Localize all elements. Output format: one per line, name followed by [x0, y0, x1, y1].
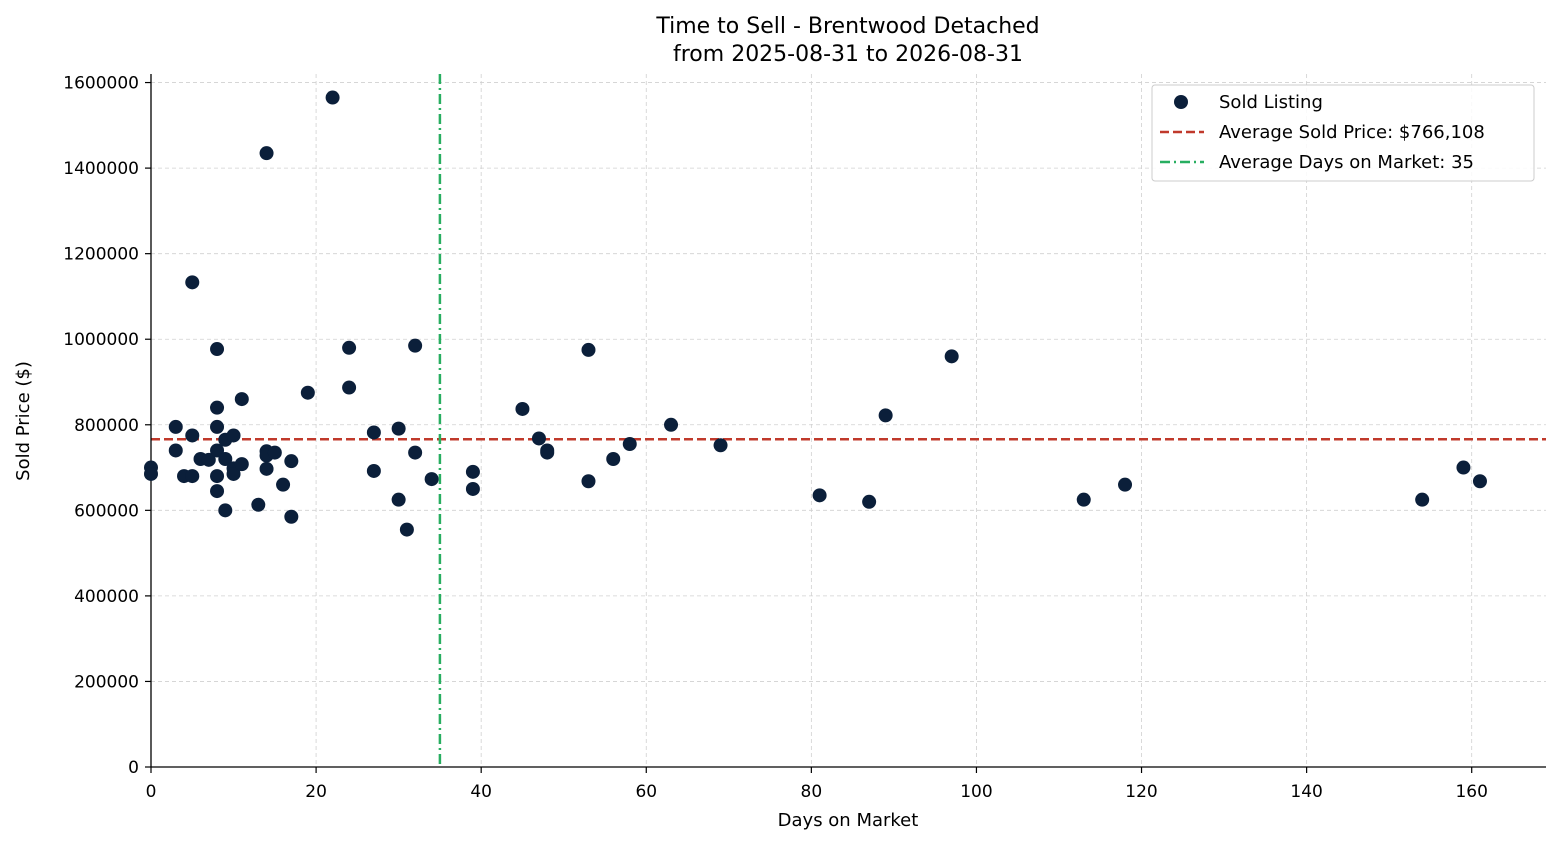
x-axis-label: Days on Market: [778, 810, 919, 831]
data-point: [226, 466, 241, 481]
legend-label-average-price: Average Sold Price: $766,108: [1219, 122, 1485, 143]
legend-label-sold-listing: Sold Listing: [1219, 92, 1323, 113]
data-point: [399, 522, 414, 537]
data-point: [168, 419, 183, 434]
data-point: [185, 469, 200, 484]
data-point: [185, 275, 200, 290]
chart-subtitle: from 2025-08-31 to 2026-08-31: [673, 42, 1023, 67]
y-tick-label: 200000: [74, 672, 139, 692]
data-point: [408, 338, 423, 353]
data-point: [1076, 492, 1091, 507]
chart-title: Time to Sell - Brentwood Detached: [655, 14, 1039, 39]
y-axis-label: Sold Price ($): [13, 361, 34, 481]
data-point: [391, 421, 406, 436]
data-points: [144, 90, 1487, 537]
data-point: [1415, 492, 1430, 507]
x-tick-label: 140: [1290, 782, 1322, 802]
data-point: [251, 497, 266, 512]
axes: 0 20 40 60 80 100 120 140 160 0 200000 400000 600000…: [63, 74, 1546, 802]
data-point: [622, 437, 637, 452]
data-point: [424, 472, 439, 487]
data-point: [581, 342, 596, 357]
data-point: [284, 509, 299, 524]
data-point: [234, 457, 249, 472]
y-tick-label: 1200000: [63, 245, 139, 265]
reference-lines: [151, 74, 1546, 767]
x-tick-label: 120: [1125, 782, 1157, 802]
data-point: [342, 340, 357, 355]
x-tick-label: 160: [1455, 782, 1487, 802]
data-point: [210, 419, 225, 434]
data-point: [664, 417, 679, 432]
x-tick-label: 0: [146, 782, 157, 802]
data-point: [226, 428, 241, 443]
data-point: [185, 428, 200, 443]
data-point: [606, 452, 621, 466]
data-point: [267, 445, 282, 460]
data-point: [581, 474, 596, 489]
legend: Sold Listing Average Sold Price: $766,10…: [1151, 84, 1535, 182]
data-point: [210, 484, 225, 499]
data-point: [878, 408, 893, 423]
data-point: [234, 392, 249, 407]
data-point: [1118, 477, 1133, 492]
x-tick-label: 40: [470, 782, 492, 802]
x-tick-label: 60: [635, 782, 657, 802]
x-tick-label: 80: [801, 782, 823, 802]
y-tick-label: 1000000: [63, 330, 139, 350]
data-point: [168, 443, 183, 458]
y-tick-label: 0: [128, 758, 139, 778]
x-tick-label: 100: [960, 782, 992, 802]
legend-label-average-days: Average Days on Market: 35: [1219, 152, 1474, 173]
data-point: [862, 494, 877, 509]
y-tick-label: 800000: [74, 416, 139, 436]
y-tick-label: 600000: [74, 501, 139, 521]
data-point: [465, 481, 480, 496]
data-point: [325, 90, 340, 105]
data-point: [366, 425, 381, 440]
y-tick-label: 1600000: [63, 74, 139, 94]
data-point: [391, 492, 406, 507]
data-point: [540, 445, 555, 460]
data-point: [713, 438, 728, 453]
data-point: [531, 431, 546, 446]
data-point: [515, 401, 530, 416]
y-tick-label: 400000: [74, 587, 139, 607]
data-point: [342, 380, 357, 395]
data-point: [218, 503, 233, 518]
data-point: [210, 342, 225, 357]
data-point: [144, 466, 158, 481]
data-point: [276, 477, 291, 492]
data-point: [201, 452, 216, 467]
data-point: [218, 452, 233, 466]
x-tick-label: 20: [305, 782, 327, 802]
data-point: [300, 385, 315, 400]
data-point: [465, 464, 480, 479]
data-point: [210, 400, 225, 415]
grid: [150, 74, 1546, 768]
data-point: [408, 445, 423, 460]
data-point: [812, 488, 827, 503]
data-point: [1472, 474, 1487, 489]
data-point: [366, 463, 381, 478]
data-point: [944, 349, 959, 364]
data-point: [259, 146, 274, 161]
data-point: [284, 454, 299, 469]
y-tick-label: 1400000: [63, 159, 139, 179]
data-point: [259, 461, 274, 476]
legend-marker-sold-listing: [1174, 95, 1188, 109]
data-point: [1456, 460, 1471, 475]
data-point: [210, 469, 225, 484]
legend-box: [1151, 84, 1535, 182]
